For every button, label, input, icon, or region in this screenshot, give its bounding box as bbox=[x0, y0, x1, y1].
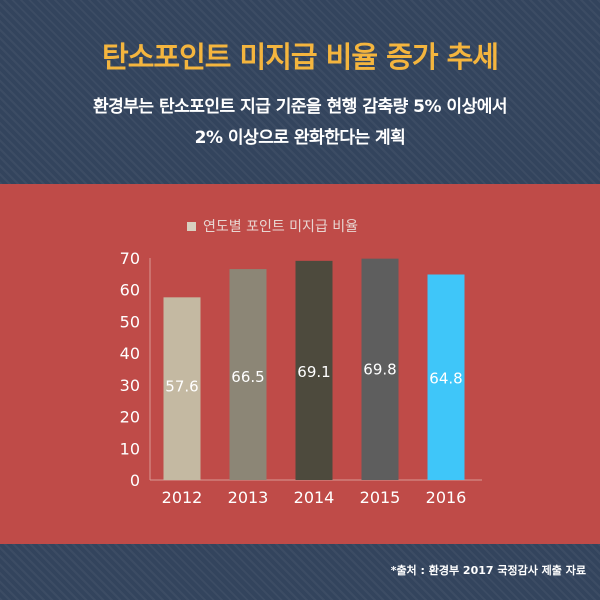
y-tick-label: 50 bbox=[120, 312, 140, 331]
y-tick-label: 20 bbox=[120, 408, 140, 427]
source-note: *출처 : 환경부 2017 국정감사 제출 자료 bbox=[390, 564, 586, 577]
data-label: 69.8 bbox=[363, 361, 396, 379]
page-title: 탄소포인트 미지급 비율 증가 추세 bbox=[102, 40, 499, 74]
y-tick-label: 60 bbox=[120, 281, 140, 300]
data-label: 57.6 bbox=[165, 377, 198, 395]
chart-legend: 연도별 포인트 미지급 비율 bbox=[187, 217, 358, 235]
y-tick-label: 0 bbox=[130, 471, 140, 490]
footer-panel bbox=[0, 544, 600, 600]
labels: 0 10 20 30 40 50 60 70 57.6 2012 66.5 2013 69.1 2014 6… bbox=[120, 249, 467, 507]
legend-label: 연도별 포인트 미지급 비율 bbox=[203, 219, 359, 235]
bar bbox=[163, 297, 201, 480]
x-tick-label: 2014 bbox=[294, 488, 335, 507]
data-label: 66.5 bbox=[231, 368, 264, 386]
bar bbox=[295, 260, 333, 480]
subtitle-line-1: 환경부는 탄소포인트 지급 기준을 현행 감축량 5% 이상에서 bbox=[92, 97, 508, 117]
bar bbox=[361, 258, 399, 480]
x-tick-label: 2016 bbox=[426, 488, 467, 507]
header-panel bbox=[0, 0, 600, 184]
data-label: 69.1 bbox=[297, 363, 330, 381]
bar bbox=[427, 274, 465, 480]
data-label: 64.8 bbox=[429, 369, 462, 387]
y-tick-label: 10 bbox=[120, 439, 140, 458]
y-tick-label: 40 bbox=[120, 344, 140, 363]
y-tick-label: 70 bbox=[120, 249, 140, 268]
bar bbox=[229, 269, 267, 480]
x-tick-label: 2015 bbox=[360, 488, 401, 507]
x-tick-label: 2012 bbox=[162, 488, 203, 507]
x-tick-label: 2013 bbox=[228, 488, 269, 507]
bars bbox=[163, 258, 465, 480]
legend-swatch bbox=[187, 221, 196, 231]
y-tick-label: 30 bbox=[120, 376, 140, 395]
subtitle-line-2: 2% 이상으로 완화한다는 계획 bbox=[194, 128, 406, 148]
